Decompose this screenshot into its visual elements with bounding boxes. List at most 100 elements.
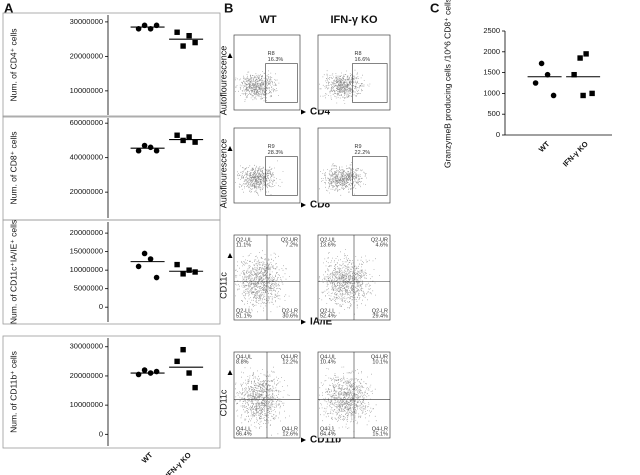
data-point bbox=[192, 384, 198, 391]
data-point bbox=[141, 367, 148, 373]
data-point bbox=[180, 271, 186, 277]
quadrant-name: Q4-LR bbox=[372, 426, 388, 432]
data-point bbox=[583, 51, 589, 57]
quadrant-name: Q4-UR bbox=[371, 354, 388, 360]
y-tick-label: 2000 bbox=[483, 47, 500, 56]
quadrant-name: Q2-UR bbox=[281, 237, 298, 243]
panel-frame bbox=[2, 335, 221, 449]
quadrant-percent: 29.4% bbox=[372, 313, 388, 319]
flow-x-label: IA/IE bbox=[310, 317, 333, 328]
y-tick-label: 500 bbox=[487, 109, 500, 118]
column-title: WT bbox=[259, 14, 276, 26]
data-point bbox=[180, 137, 186, 144]
flow-y-label: Autoflourescence bbox=[218, 139, 228, 209]
axis-arrow bbox=[227, 146, 233, 151]
y-tick-label: 30000000 bbox=[70, 342, 103, 351]
data-point bbox=[186, 370, 192, 376]
data-point bbox=[135, 147, 142, 154]
gate-name: R8 bbox=[268, 51, 275, 57]
quadrant-percent: 10.1% bbox=[372, 359, 388, 365]
axis-arrow bbox=[301, 202, 306, 208]
data-point bbox=[174, 132, 180, 138]
data-point bbox=[180, 43, 186, 49]
quadrant-percent: 13.6% bbox=[320, 242, 336, 248]
flow-events bbox=[319, 69, 371, 104]
gate-percent: 16.6% bbox=[355, 57, 371, 63]
data-point bbox=[186, 32, 192, 39]
y-tick-label: 0 bbox=[99, 429, 103, 438]
x-tick-label: WT bbox=[537, 139, 552, 154]
y-tick-label: 10000000 bbox=[70, 86, 103, 95]
quadrant-name: Q2-LR bbox=[282, 308, 298, 314]
data-point bbox=[135, 263, 142, 270]
flow-plot-frame bbox=[317, 127, 391, 204]
quadrant-percent: 30.6% bbox=[282, 313, 298, 319]
data-point bbox=[174, 358, 180, 365]
y-tick-label: 20000000 bbox=[70, 187, 103, 196]
quadrant-name: Q4-LL bbox=[236, 426, 251, 432]
data-point bbox=[544, 71, 551, 78]
axis-arrow bbox=[301, 109, 306, 115]
x-tick-label: WT bbox=[140, 450, 155, 465]
gate bbox=[352, 63, 388, 103]
axis-arrow bbox=[227, 370, 233, 375]
gate bbox=[265, 156, 298, 196]
gate bbox=[352, 156, 388, 196]
y-axis-title: Num. of CD11b⁺ cells bbox=[8, 351, 18, 433]
data-point bbox=[538, 60, 545, 67]
quadrant-percent: 66.4% bbox=[236, 431, 252, 437]
x-tick-label: IFN-γ KO bbox=[561, 139, 590, 168]
quadrant-percent: 15.1% bbox=[372, 431, 388, 437]
axis-arrow bbox=[227, 53, 233, 58]
y-tick-label: 10000000 bbox=[70, 265, 103, 274]
y-tick-label: 60000000 bbox=[70, 118, 103, 127]
y-tick-label: 20000000 bbox=[70, 371, 103, 380]
quadrant-percent: 64.4% bbox=[320, 431, 336, 437]
y-tick-label: 20000000 bbox=[70, 51, 103, 60]
quadrant-percent: 12.6% bbox=[282, 431, 298, 437]
quadrant-percent: 10.4% bbox=[320, 359, 336, 365]
quadrant-name: Q2-UL bbox=[320, 237, 336, 243]
quadrant-percent: 4.6% bbox=[375, 242, 388, 248]
quadrant-name: Q4-UL bbox=[320, 354, 336, 360]
quadrant-name: Q2-LR bbox=[372, 308, 388, 314]
flow-x-label: CD4 bbox=[310, 107, 330, 118]
column-title: IFN-γ KO bbox=[330, 14, 378, 26]
quadrant-name: Q2-LL bbox=[320, 308, 335, 314]
y-tick-label: 0 bbox=[496, 130, 500, 139]
axis-arrow bbox=[301, 437, 306, 443]
gate-name: R9 bbox=[268, 144, 275, 150]
quadrant-name: Q2-LL bbox=[236, 308, 251, 314]
y-tick-label: 2500 bbox=[483, 26, 500, 35]
y-tick-label: 30000000 bbox=[70, 17, 103, 26]
data-point bbox=[174, 29, 180, 35]
gate-percent: 22.2% bbox=[355, 150, 371, 156]
quadrant-percent: 12.2% bbox=[282, 359, 298, 365]
quadrant-percent: 51.1% bbox=[236, 313, 252, 319]
y-tick-label: 10000000 bbox=[70, 400, 103, 409]
flow-x-label: CD11b bbox=[310, 435, 341, 446]
axis-arrow bbox=[227, 253, 233, 258]
flow-plot-frame bbox=[233, 127, 301, 204]
data-point bbox=[550, 92, 557, 99]
gate-percent: 28.3% bbox=[268, 150, 284, 156]
data-point bbox=[589, 90, 595, 97]
axis-arrow bbox=[301, 319, 306, 325]
x-tick-label: IFN-γ KO bbox=[164, 450, 193, 475]
flow-y-label: Autoflourescence bbox=[218, 46, 228, 116]
flow-plot-frame bbox=[233, 34, 301, 111]
data-point bbox=[141, 250, 148, 257]
flow-x-label: CD8 bbox=[310, 200, 330, 211]
gate-name: R8 bbox=[355, 51, 362, 57]
flow-events bbox=[319, 162, 367, 196]
gate-percent: 16.3% bbox=[268, 57, 284, 63]
data-point bbox=[141, 142, 148, 149]
data-point bbox=[153, 147, 160, 154]
flow-plot-frame bbox=[317, 34, 391, 111]
flow-y-label: CD11c bbox=[218, 389, 228, 416]
data-point bbox=[532, 80, 539, 86]
y-tick-label: 0 bbox=[99, 302, 103, 311]
panel-label: C bbox=[430, 0, 440, 15]
flow-events bbox=[235, 70, 280, 102]
panel-label: A bbox=[4, 0, 14, 15]
